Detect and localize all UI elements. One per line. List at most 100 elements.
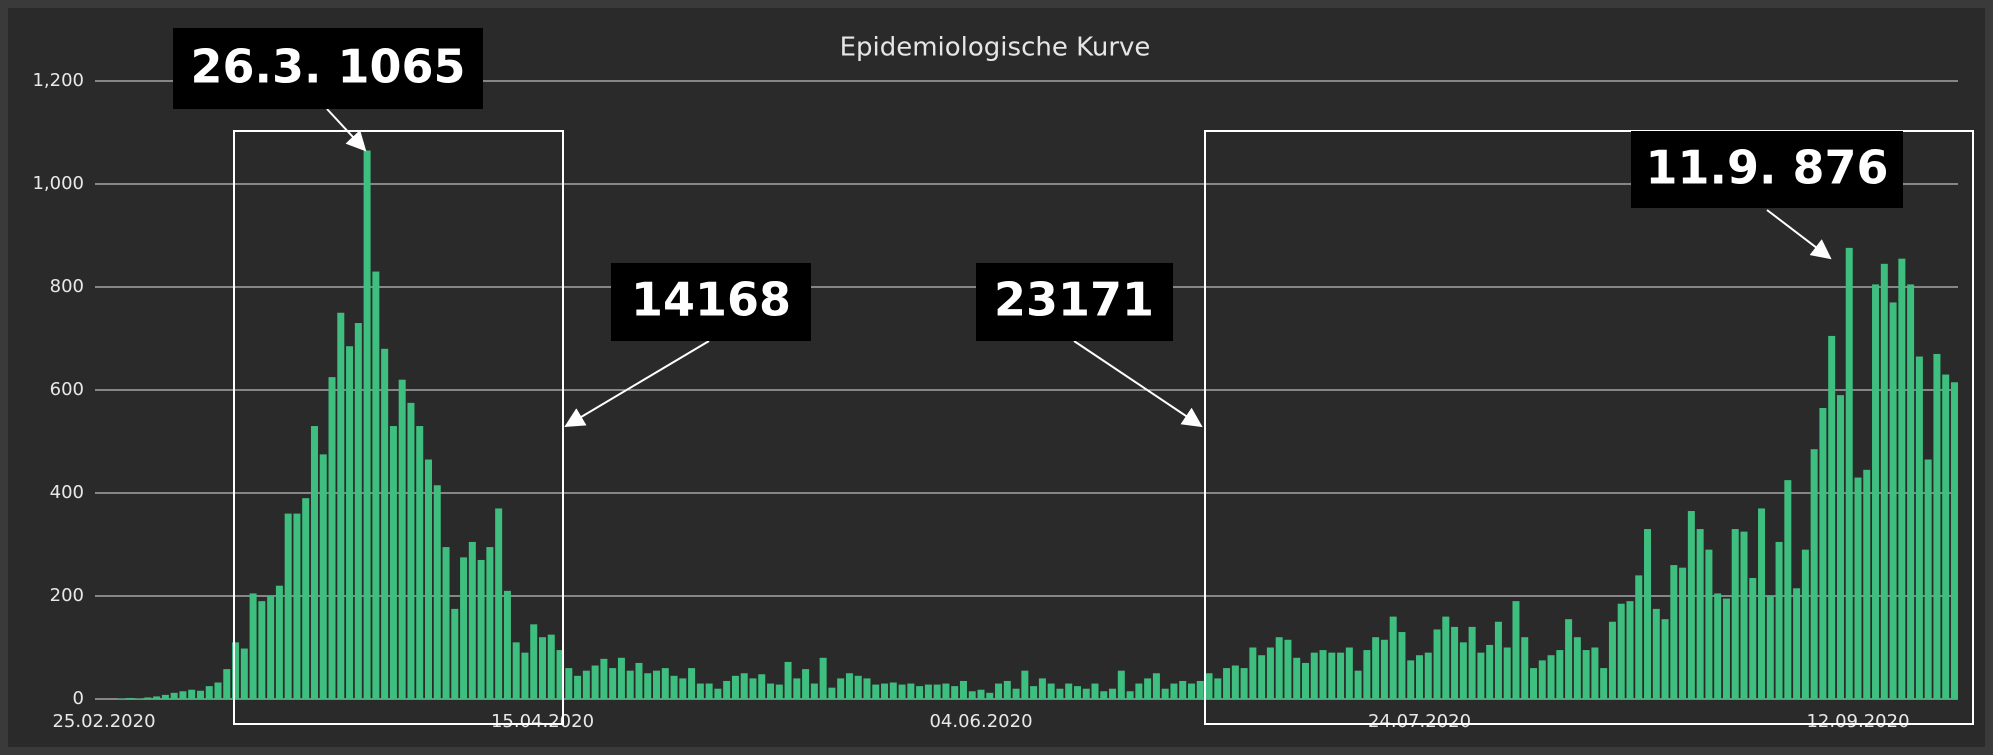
bar xyxy=(1591,647,1599,699)
bar xyxy=(372,271,380,699)
highlight-box xyxy=(1204,130,1974,725)
bar xyxy=(1915,356,1923,699)
bar xyxy=(1521,637,1529,699)
bar xyxy=(1284,639,1292,699)
bar xyxy=(1731,529,1739,699)
x-tick-label: 24.07.2020 xyxy=(1368,711,1471,732)
bar xyxy=(1293,657,1301,699)
bar xyxy=(442,547,450,699)
bar xyxy=(381,348,389,699)
bar xyxy=(1424,652,1432,699)
bar xyxy=(1608,621,1616,699)
bar xyxy=(854,675,862,699)
bar xyxy=(1161,688,1169,699)
bar xyxy=(1775,541,1783,699)
bar xyxy=(1301,662,1309,699)
x-tick-label: 25.02.2020 xyxy=(52,711,155,732)
bar xyxy=(1398,632,1406,699)
bar xyxy=(1933,353,1941,699)
bar xyxy=(933,684,941,699)
bar xyxy=(135,698,143,699)
bar xyxy=(1810,449,1818,699)
bar xyxy=(188,689,196,699)
bar xyxy=(118,698,126,699)
bar xyxy=(1898,258,1906,699)
bar xyxy=(521,652,529,699)
y-tick-label: 0 xyxy=(73,688,84,709)
bar xyxy=(617,657,625,699)
bar xyxy=(1854,477,1862,699)
bar xyxy=(1258,655,1266,699)
bar xyxy=(1828,335,1836,699)
bar xyxy=(363,150,371,699)
bar xyxy=(1310,652,1318,699)
bar xyxy=(1582,650,1590,699)
callout-box xyxy=(173,28,483,109)
bar xyxy=(889,682,897,699)
bar xyxy=(705,683,713,699)
bar xyxy=(916,686,924,699)
bar xyxy=(170,692,178,699)
bar xyxy=(232,642,240,699)
bar xyxy=(1433,629,1441,699)
bar xyxy=(626,670,634,699)
bar xyxy=(810,683,818,699)
bar xyxy=(1477,652,1485,699)
bar xyxy=(1117,670,1125,699)
bar xyxy=(486,547,494,699)
bar xyxy=(144,697,152,699)
bar xyxy=(1240,668,1248,699)
bar xyxy=(1144,678,1152,699)
bar xyxy=(205,686,213,699)
bar xyxy=(1749,577,1757,699)
bar xyxy=(302,498,310,699)
bar xyxy=(1889,302,1897,699)
bar xyxy=(223,669,231,699)
bar xyxy=(582,670,590,699)
bar xyxy=(389,426,397,699)
y-tick-label: 600 xyxy=(50,379,84,400)
bar xyxy=(1793,588,1801,699)
bar xyxy=(477,559,485,699)
bar xyxy=(1407,660,1415,699)
arrow xyxy=(1073,340,1203,428)
bar xyxy=(1863,469,1871,699)
bar xyxy=(1714,593,1722,699)
bar xyxy=(1722,598,1730,699)
bar xyxy=(1784,480,1792,699)
bar xyxy=(802,669,810,699)
bar xyxy=(284,513,292,699)
bar xyxy=(503,590,511,699)
bar xyxy=(1696,529,1704,699)
bar xyxy=(1530,668,1538,699)
y-tick-label: 200 xyxy=(50,585,84,606)
bar xyxy=(1661,619,1669,699)
bar xyxy=(416,426,424,699)
bar xyxy=(1687,511,1695,699)
bar xyxy=(1345,647,1353,699)
bar xyxy=(644,673,652,699)
bar xyxy=(1819,408,1827,699)
bar xyxy=(942,683,950,699)
bar xyxy=(1275,637,1283,699)
callout-text: 11.9. 876 xyxy=(1645,141,1888,195)
bar xyxy=(1109,688,1117,699)
bar xyxy=(1503,647,1511,699)
bar xyxy=(1082,688,1090,699)
bar xyxy=(1372,637,1380,699)
bar xyxy=(1740,531,1748,699)
bar xyxy=(793,678,801,699)
bar xyxy=(924,684,932,699)
bar xyxy=(512,642,520,699)
bar xyxy=(1801,549,1809,699)
bar xyxy=(1538,660,1546,699)
bar xyxy=(1573,637,1581,699)
bar xyxy=(354,323,362,699)
bar xyxy=(609,668,617,699)
bar xyxy=(1468,626,1476,699)
bar xyxy=(1512,601,1520,699)
bar xyxy=(1266,647,1274,699)
bar xyxy=(179,691,187,699)
bar xyxy=(959,680,967,699)
